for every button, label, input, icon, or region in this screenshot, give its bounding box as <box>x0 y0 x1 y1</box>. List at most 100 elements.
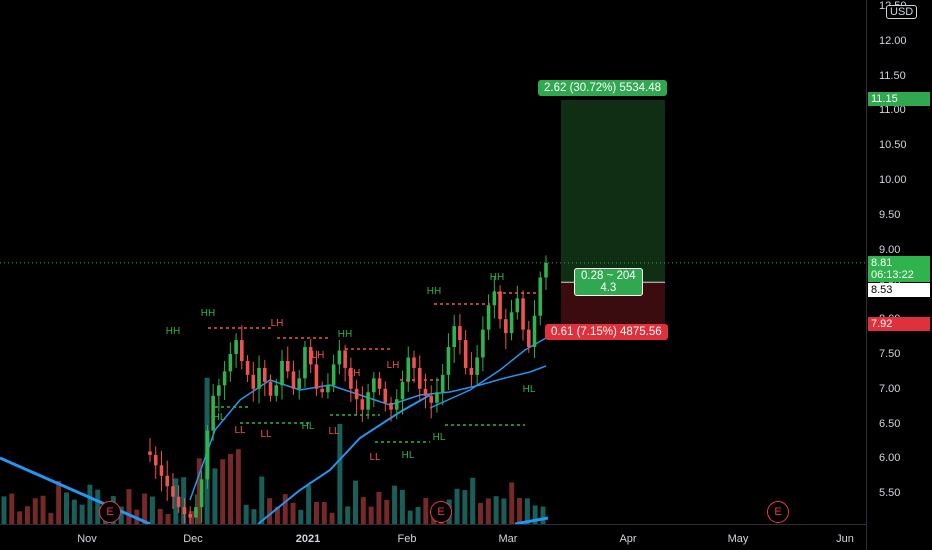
price-tick: 6.50 <box>879 417 901 430</box>
candle-body <box>400 381 405 400</box>
volume-bar <box>423 497 429 524</box>
candle-body <box>389 402 393 410</box>
time-tick: Feb <box>397 533 417 545</box>
volume-bar <box>32 498 38 524</box>
volume-bar <box>79 504 85 524</box>
volume-bar <box>360 497 366 524</box>
volume-bar <box>353 480 359 524</box>
volume-bar <box>337 423 343 524</box>
candle-body <box>326 385 330 393</box>
candle-body <box>509 312 514 334</box>
price-tick: 7.50 <box>879 348 901 360</box>
volume-bar <box>243 504 249 524</box>
time-tick: Jun <box>836 533 854 545</box>
earnings-marker[interactable]: E <box>767 501 789 523</box>
earnings-marker[interactable]: E <box>430 501 452 523</box>
volume-bar <box>282 494 288 524</box>
stop-price-tag: 7.92 <box>868 317 930 331</box>
position-center-label[interactable]: 0.28 ~ 204 4.3 <box>574 268 643 296</box>
time-tick: Nov <box>77 533 97 545</box>
volume-bar <box>321 501 327 524</box>
candle-body <box>337 350 342 365</box>
volume-bar <box>298 509 304 524</box>
volume-bar <box>290 502 296 524</box>
plot-area[interactable]: HH HH LH HL LL LL HH LH HL LL LH HL LL HL HH HH HL LH <box>0 0 866 524</box>
volume-bar <box>267 498 273 524</box>
time-axis[interactable]: Nov Dec 2021 Feb Mar Apr May Jun <box>0 524 866 550</box>
volume-bar <box>493 496 499 524</box>
candle-body <box>234 340 238 354</box>
volume-bar <box>470 477 476 524</box>
profit-label[interactable]: 2.62 (30.72%) 5534.48 <box>538 80 668 96</box>
profit-zone <box>561 99 665 283</box>
volume-bar <box>368 506 374 524</box>
current-price-tag: 8.81 06:13:22 <box>868 256 930 282</box>
volume-bar <box>142 493 148 524</box>
volume-bar <box>274 506 280 524</box>
candle-body <box>394 399 399 410</box>
volume-bar <box>399 489 405 524</box>
risk-reward-ratio: 4.3 <box>600 282 617 294</box>
volume-bar <box>87 484 93 524</box>
volume-bar <box>532 505 538 524</box>
candle-body <box>280 360 284 386</box>
time-tick: 2021 <box>295 533 321 545</box>
candle-body <box>360 399 365 410</box>
candle-body <box>148 451 152 455</box>
candle-body <box>228 354 233 372</box>
candle-body <box>492 291 497 306</box>
candle-body <box>222 371 227 386</box>
candle-body <box>423 388 428 396</box>
candle-body <box>526 329 531 348</box>
candle-body <box>251 374 256 389</box>
candle-body <box>481 329 485 358</box>
candle-body <box>303 347 307 379</box>
volume-bar <box>376 491 382 524</box>
candle-body <box>211 395 215 431</box>
volume-bar <box>329 512 335 524</box>
candle-body <box>372 378 376 393</box>
volume-bar <box>56 480 62 524</box>
volume-bar <box>181 477 187 524</box>
candle-body <box>452 326 456 348</box>
swing-label: HL <box>302 421 315 432</box>
volume-bar <box>259 476 265 524</box>
candle-body <box>297 378 302 389</box>
mid-ma-line <box>257 394 431 524</box>
candle-body <box>406 357 411 382</box>
risk-label[interactable]: 0.61 (7.15%) 4875.56 <box>545 324 668 340</box>
swing-label: LH <box>348 368 361 379</box>
earnings-marker[interactable]: E <box>99 501 121 523</box>
price-tick: 9.50 <box>879 208 901 221</box>
swing-label: LL <box>234 425 246 436</box>
price-chart[interactable]: HH HH LH HL LL LL HH LH HL LL LH HL LL HL HH HH HL LH <box>0 0 866 524</box>
candle-body <box>171 486 175 497</box>
time-tick: Apr <box>619 533 637 545</box>
candle-body <box>429 395 434 403</box>
price-tick: 6.00 <box>879 452 901 465</box>
volume-bar <box>345 506 351 524</box>
candle-body <box>504 319 508 334</box>
candle-body <box>291 371 296 389</box>
volume-bar <box>212 468 218 524</box>
volume-bar <box>220 459 226 524</box>
long-ma-line <box>0 456 151 524</box>
swing-label: HH <box>490 272 504 283</box>
volume-bar <box>462 490 468 524</box>
volume-bar <box>415 507 421 524</box>
price-tick: 5.50 <box>879 487 901 500</box>
bar-countdown: 06:13:22 <box>871 269 914 281</box>
currency-button[interactable]: USD <box>886 5 918 19</box>
candle-body <box>176 496 181 508</box>
volume-bar <box>196 458 202 524</box>
volume-bar <box>9 493 15 524</box>
candle-body <box>343 350 347 368</box>
ma-line <box>189 365 547 501</box>
candle-body <box>268 381 273 396</box>
volume-bar <box>306 485 312 524</box>
swing-label: HH <box>166 326 180 337</box>
position-qty: 0.28 ~ 204 <box>581 270 636 282</box>
candle-body <box>440 374 445 393</box>
swing-label: HL <box>213 412 226 423</box>
candle-body <box>320 388 324 393</box>
